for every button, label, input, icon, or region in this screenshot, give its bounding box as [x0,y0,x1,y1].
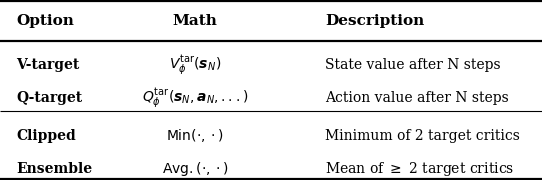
Text: Action value after N steps: Action value after N steps [325,91,509,105]
Text: Ensemble: Ensemble [16,162,92,176]
Text: Minimum of 2 target critics: Minimum of 2 target critics [325,129,520,143]
Text: Option: Option [16,14,74,28]
Text: Q-target: Q-target [16,91,82,105]
Text: $V_{\phi}^{\mathrm{tar}}(\boldsymbol{s}_{N})$: $V_{\phi}^{\mathrm{tar}}(\boldsymbol{s}_… [169,53,221,76]
Text: $\mathrm{Avg.}(\cdot,\cdot)$: $\mathrm{Avg.}(\cdot,\cdot)$ [162,160,228,178]
Text: State value after N steps: State value after N steps [325,58,501,72]
Text: $Q_{\phi}^{\mathrm{tar}}(\boldsymbol{s}_{N}, \boldsymbol{a}_{N}, ...)$: $Q_{\phi}^{\mathrm{tar}}(\boldsymbol{s}_… [142,86,248,110]
Text: Description: Description [325,14,424,28]
Text: Math: Math [173,14,217,28]
Text: Clipped: Clipped [16,129,76,143]
Text: Mean of $\geq$ 2 target critics: Mean of $\geq$ 2 target critics [325,160,514,178]
Text: V-target: V-target [16,58,80,72]
Text: $\mathrm{Min}(\cdot,\cdot)$: $\mathrm{Min}(\cdot,\cdot)$ [166,127,224,144]
